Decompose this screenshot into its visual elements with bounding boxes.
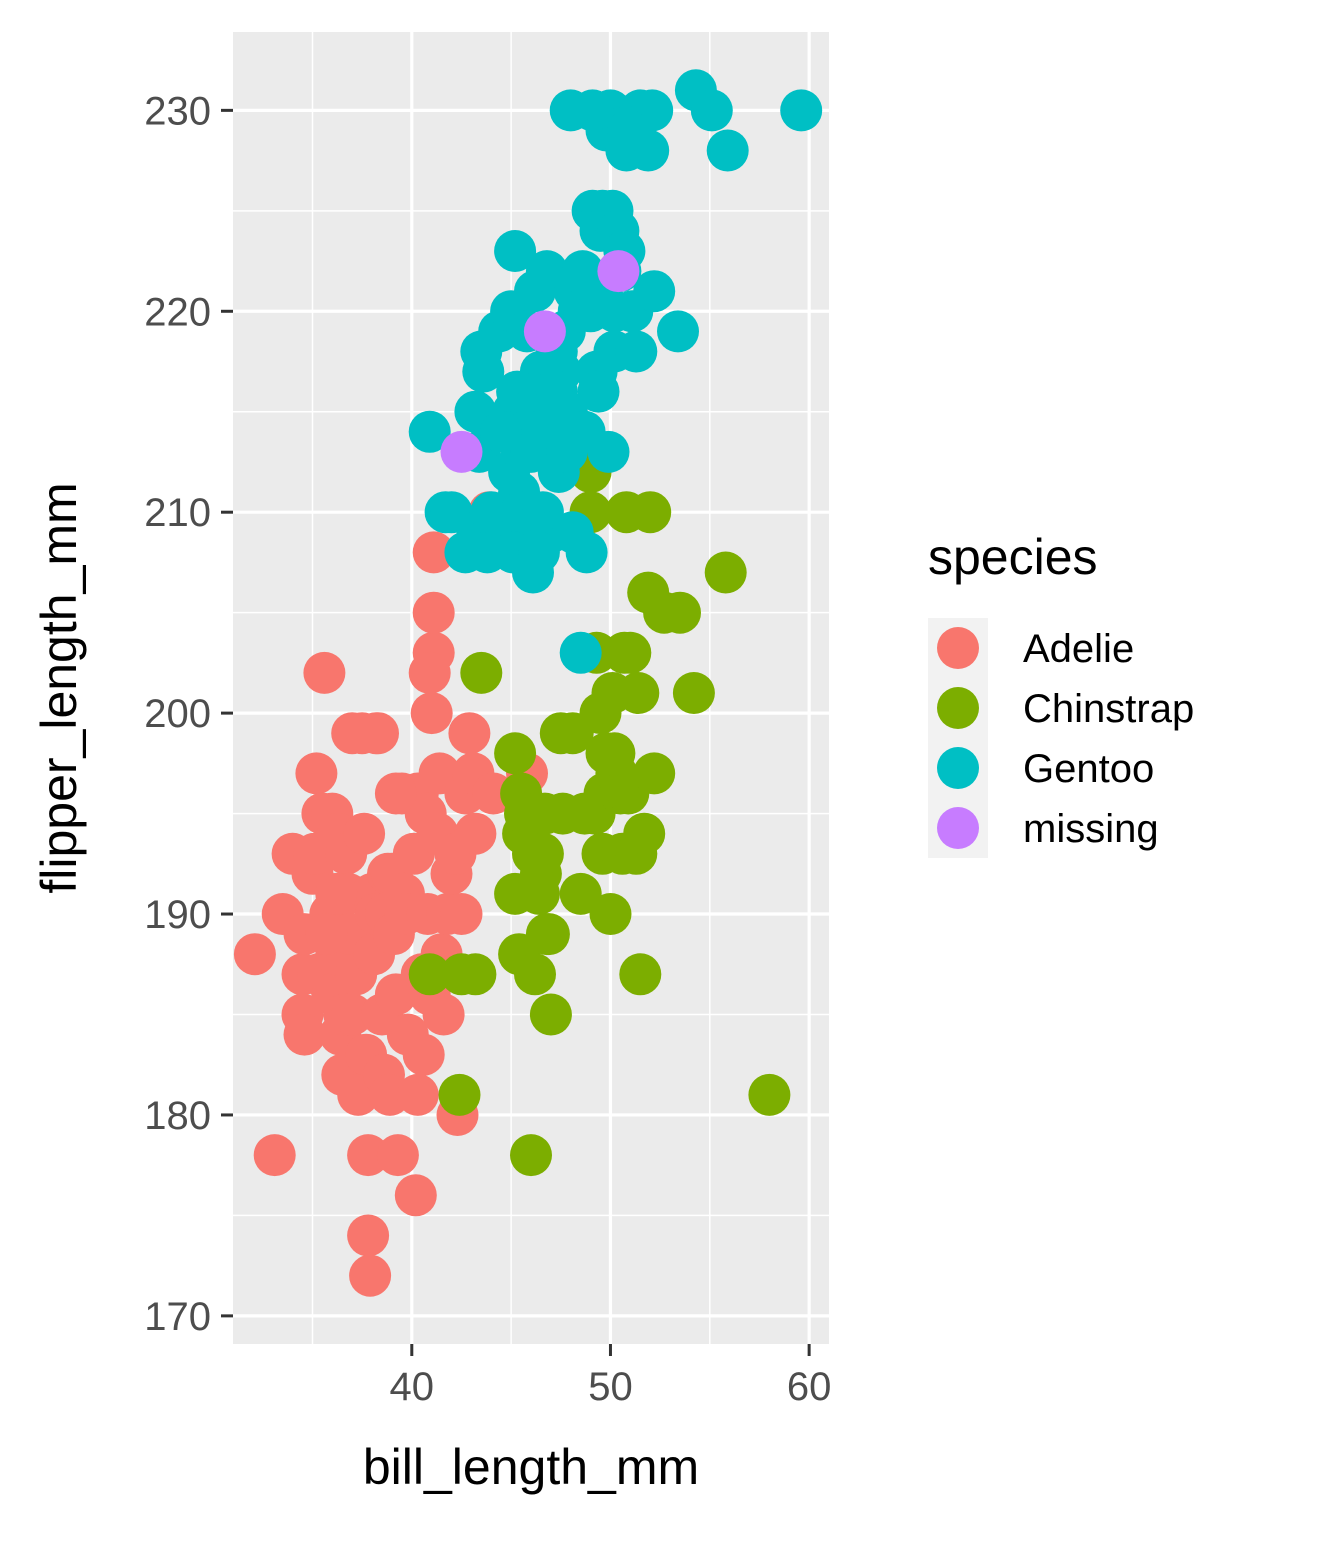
point-gentoo: [408, 410, 451, 453]
point-gentoo: [587, 430, 630, 473]
point-gentoo: [559, 631, 602, 674]
point-chinstrap: [617, 672, 660, 714]
point-adelie: [408, 651, 451, 694]
y-tick-label: 190: [144, 893, 211, 937]
x-axis: 40 50 60: [390, 1344, 832, 1409]
point-missing: [597, 250, 640, 293]
data-points: [233, 69, 823, 1297]
point-gentoo: [545, 430, 588, 473]
point-chinstrap: [589, 893, 632, 935]
y-tick-label: 230: [144, 89, 211, 133]
point-chinstrap: [704, 551, 747, 594]
point-chinstrap: [529, 993, 572, 1036]
point-adelie: [253, 1134, 296, 1177]
legend-swatch-gentoo: [937, 747, 979, 789]
point-gentoo: [706, 129, 749, 172]
point-adelie: [347, 1134, 390, 1177]
point-adelie: [331, 712, 374, 755]
point-gentoo: [565, 531, 608, 574]
point-adelie: [349, 1254, 392, 1297]
point-adelie: [305, 913, 348, 956]
point-adelie: [422, 993, 465, 1036]
y-tick-label: 210: [144, 491, 211, 535]
point-chinstrap: [748, 1073, 791, 1116]
x-tick-label: 60: [787, 1365, 832, 1409]
point-adelie: [343, 812, 386, 855]
point-gentoo: [494, 230, 537, 272]
point-adelie: [347, 1214, 390, 1257]
legend: species Adelie Chinstrap Gentoo missing: [928, 529, 1194, 858]
point-adelie: [283, 1013, 326, 1056]
legend-swatch-adelie: [937, 627, 979, 669]
point-adelie: [454, 812, 497, 855]
point-chinstrap: [672, 672, 715, 714]
y-tick-label: 220: [144, 290, 211, 334]
y-axis: 170 180 190 200 210 220 230: [144, 89, 233, 1339]
point-chinstrap: [514, 953, 556, 996]
y-tick-label: 180: [144, 1094, 211, 1138]
point-chinstrap: [521, 832, 564, 875]
point-gentoo: [615, 330, 658, 373]
point-chinstrap: [438, 1073, 481, 1116]
point-chinstrap: [510, 1134, 552, 1177]
point-gentoo: [577, 370, 620, 413]
point-chinstrap: [559, 872, 602, 915]
point-chinstrap: [619, 953, 662, 996]
point-adelie: [376, 1134, 419, 1177]
point-missing: [523, 310, 566, 353]
point-gentoo: [480, 410, 523, 453]
legend-label-chinstrap: Chinstrap: [1023, 687, 1194, 731]
point-gentoo: [571, 89, 614, 132]
point-adelie: [412, 591, 455, 634]
point-adelie: [410, 692, 453, 735]
point-gentoo: [633, 270, 676, 313]
point-chinstrap: [408, 953, 451, 996]
point-chinstrap: [623, 812, 666, 855]
x-tick-label: 40: [390, 1365, 435, 1409]
legend-entries: Adelie Chinstrap Gentoo missing: [937, 627, 1194, 851]
legend-label-adelie: Adelie: [1023, 627, 1134, 671]
y-tick-label: 170: [144, 1295, 211, 1339]
point-adelie: [412, 531, 455, 574]
point-adelie: [331, 993, 374, 1036]
legend-swatch-missing: [937, 807, 979, 849]
point-adelie: [303, 651, 346, 694]
point-adelie: [233, 933, 276, 976]
point-gentoo: [517, 531, 560, 574]
point-missing: [440, 430, 483, 473]
x-tick-label: 50: [588, 1365, 633, 1409]
point-gentoo: [657, 310, 699, 353]
point-adelie: [448, 712, 491, 755]
point-chinstrap: [527, 913, 570, 956]
legend-label-missing: missing: [1023, 807, 1159, 851]
point-gentoo: [593, 290, 636, 333]
legend-label-gentoo: Gentoo: [1023, 747, 1154, 791]
point-gentoo: [690, 89, 733, 132]
point-adelie: [402, 1033, 445, 1076]
point-adelie: [440, 893, 483, 935]
point-adelie: [295, 752, 338, 795]
point-chinstrap: [460, 651, 503, 694]
point-chinstrap: [454, 953, 497, 996]
legend-title: species: [928, 529, 1098, 585]
point-chinstrap: [609, 631, 652, 674]
point-chinstrap: [494, 732, 537, 775]
point-adelie: [394, 1174, 437, 1217]
point-chinstrap: [659, 591, 701, 634]
point-adelie: [396, 1073, 439, 1116]
point-gentoo: [607, 109, 650, 152]
y-tick-label: 200: [144, 692, 211, 736]
point-chinstrap: [629, 491, 672, 534]
point-gentoo: [462, 350, 505, 393]
point-gentoo: [780, 89, 823, 132]
y-axis-title: flipper_length_mm: [31, 482, 87, 893]
x-axis-title: bill_length_mm: [363, 1439, 699, 1495]
legend-swatch-chinstrap: [937, 687, 979, 729]
point-adelie: [315, 872, 358, 915]
point-chinstrap: [633, 752, 676, 795]
point-adelie: [374, 772, 417, 815]
